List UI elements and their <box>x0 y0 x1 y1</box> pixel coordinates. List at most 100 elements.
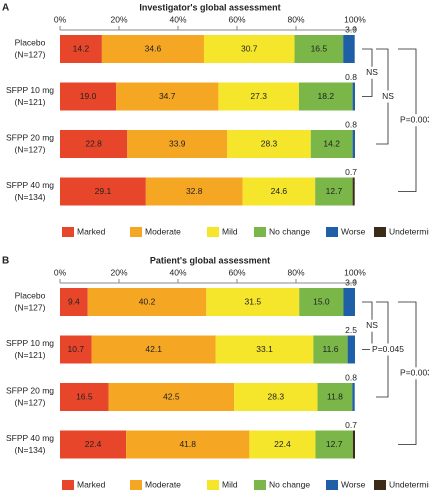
annotation-bg <box>398 367 429 380</box>
bar-segment <box>317 383 353 411</box>
y-tick-label: SFPP 10 mg <box>6 85 54 95</box>
bar-segment <box>108 383 235 411</box>
legend-label: Mild <box>222 226 238 236</box>
y-tick-label: Placebo <box>15 37 46 47</box>
bar-segment <box>60 130 128 158</box>
bar-segment <box>91 335 216 364</box>
bar-segment <box>352 82 355 111</box>
bar-segment <box>315 430 353 459</box>
legend-swatch <box>254 227 266 237</box>
bar-segment <box>234 383 318 411</box>
value-label: 14.2 <box>323 138 340 148</box>
y-tick-label: SFPP 20 mg <box>6 132 54 142</box>
bar-segment <box>242 177 316 206</box>
value-label: 14.2 <box>73 43 90 53</box>
value-label: 33.9 <box>169 138 186 148</box>
value-label: 22.4 <box>274 439 291 449</box>
y-tick-label: (N=134) <box>15 192 46 202</box>
y-tick-label: Placebo <box>15 290 46 300</box>
value-label: 31.5 <box>245 296 262 306</box>
value-label: 22.8 <box>85 138 102 148</box>
bar-segment <box>313 335 348 364</box>
annotation-bg <box>364 319 380 332</box>
value-label: 33.1 <box>256 344 273 354</box>
y-tick-label: (N=121) <box>15 350 46 360</box>
y-tick-label: SFPP 20 mg <box>6 385 54 395</box>
bar-segment <box>352 177 355 206</box>
bar-segment <box>347 335 355 364</box>
bar-segment <box>87 288 207 316</box>
bar-segment <box>127 130 228 158</box>
panel-label: A <box>2 3 9 14</box>
legend-swatch <box>374 480 386 490</box>
value-label: 12.7 <box>326 186 343 196</box>
legend-swatch <box>207 227 219 237</box>
legend-swatch <box>130 227 142 237</box>
bar-segment <box>299 288 344 316</box>
legend-label: Worse <box>341 479 366 489</box>
y-tick-label: (N=127) <box>15 49 46 59</box>
x-tick-label: 60% <box>228 267 245 277</box>
value-label: 0.8 <box>345 72 357 82</box>
value-label: 29.1 <box>95 186 112 196</box>
legend-label: Undeterminable <box>389 226 429 236</box>
value-label: 11.6 <box>323 344 339 354</box>
bar-segment <box>215 335 314 364</box>
value-label: 0.7 <box>345 167 357 177</box>
x-tick-label: 0% <box>54 267 67 277</box>
value-label: 16.5 <box>311 43 328 53</box>
legend-swatch <box>62 480 74 490</box>
bar-segment <box>60 288 88 316</box>
legend-label: Moderate <box>145 226 181 236</box>
annotation: P=0.003 <box>400 115 429 125</box>
value-label: 28.3 <box>268 391 285 401</box>
bar-segment <box>352 430 355 459</box>
bar-segment <box>60 430 127 459</box>
legend-swatch <box>62 227 74 237</box>
y-tick-label: (N=127) <box>15 397 46 407</box>
x-tick-label: 40% <box>169 267 186 277</box>
value-label: 24.6 <box>271 186 288 196</box>
legend-label: Moderate <box>145 479 181 489</box>
value-label: 22.4 <box>85 439 102 449</box>
legend-swatch <box>326 227 338 237</box>
x-tick-label: 100% <box>344 267 366 277</box>
value-label: 34.7 <box>159 91 176 101</box>
bar-segment <box>60 177 146 206</box>
value-label: 34.6 <box>145 43 162 53</box>
bar-segment <box>343 35 355 63</box>
value-label: 0.8 <box>345 372 357 382</box>
bar-segment <box>126 430 250 459</box>
bar-segment <box>352 130 355 158</box>
legend-swatch <box>254 480 266 490</box>
value-label: 32.8 <box>186 186 203 196</box>
value-label: 9.4 <box>68 296 80 306</box>
bar-segment <box>203 35 295 63</box>
chart-title: Investigator's global assessment <box>139 2 280 12</box>
value-label: 42.5 <box>163 391 180 401</box>
annotation-bg <box>380 90 396 103</box>
value-label: 30.7 <box>241 43 258 53</box>
y-tick-label: SFPP 40 mg <box>6 180 54 190</box>
bar-segment <box>249 430 316 459</box>
y-tick-label: (N=127) <box>15 302 46 312</box>
bar-segment <box>310 130 353 158</box>
value-label: 3.9 <box>345 277 357 287</box>
legend-label: Mild <box>222 479 238 489</box>
annotation-bg <box>370 343 406 356</box>
value-label: 41.8 <box>179 439 196 449</box>
bar-segment <box>145 177 243 206</box>
value-label: 19.0 <box>80 91 97 101</box>
legend-swatch <box>374 227 386 237</box>
y-tick-label: SFPP 10 mg <box>6 338 54 348</box>
x-tick-label: 20% <box>110 14 127 24</box>
value-label: 12.7 <box>326 439 343 449</box>
bar-segment <box>343 288 355 316</box>
annotation: NS <box>366 67 378 77</box>
legend-swatch <box>326 480 338 490</box>
value-label: 0.7 <box>345 420 357 430</box>
value-label: 3.9 <box>345 24 357 34</box>
chart-title: Patient's global assessment <box>150 255 270 265</box>
bar-segment <box>352 383 355 411</box>
value-label: 2.5 <box>345 325 357 335</box>
